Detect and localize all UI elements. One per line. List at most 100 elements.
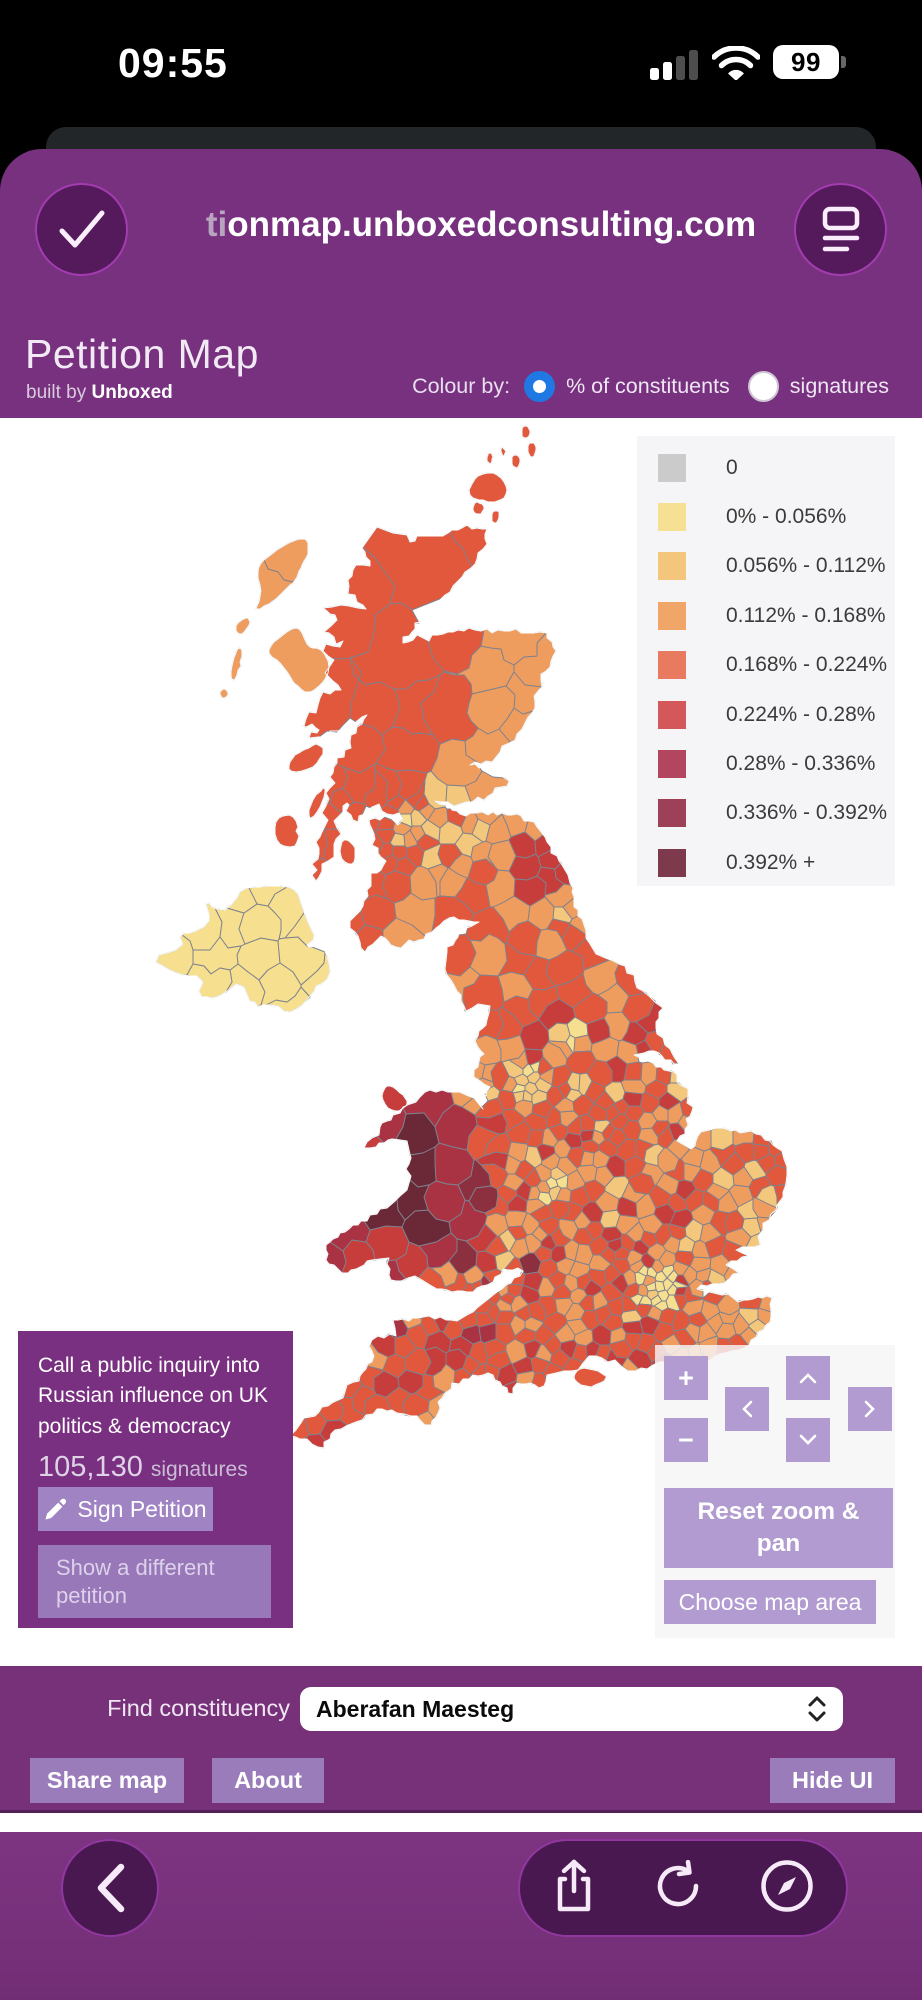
constituency[interactable] (268, 627, 330, 693)
constituency[interactable] (508, 831, 537, 859)
constituency[interactable] (635, 1138, 655, 1162)
constituency[interactable] (524, 1048, 544, 1066)
constituency[interactable] (748, 1175, 772, 1199)
constituency[interactable] (642, 1274, 657, 1287)
sign-petition-button[interactable]: Sign Petition (38, 1487, 213, 1531)
constituency[interactable] (374, 762, 402, 803)
constituency[interactable] (675, 1179, 697, 1201)
constituency[interactable] (434, 1103, 478, 1151)
constituency[interactable] (559, 1339, 578, 1359)
constituency[interactable] (662, 1277, 674, 1292)
constituency[interactable] (658, 1091, 682, 1111)
constituency[interactable] (688, 1311, 708, 1328)
constituency[interactable] (709, 1143, 736, 1168)
constituency[interactable] (518, 1252, 542, 1275)
constituency[interactable] (573, 1367, 607, 1388)
about-button[interactable]: About (212, 1758, 324, 1803)
constituency[interactable] (507, 1225, 528, 1241)
constituency[interactable] (475, 1112, 508, 1135)
reader-view-button[interactable] (794, 183, 887, 276)
constituency[interactable] (513, 875, 547, 907)
constituency[interactable] (607, 1237, 623, 1253)
radio-signatures[interactable] (747, 371, 779, 402)
constituency[interactable] (738, 1296, 763, 1310)
constituency[interactable] (527, 896, 555, 931)
pan-up-button[interactable] (786, 1356, 830, 1400)
constituency[interactable] (382, 870, 412, 904)
constituency[interactable] (490, 1060, 510, 1092)
constituency[interactable] (674, 1250, 695, 1267)
constituency[interactable] (515, 1180, 532, 1202)
constituency[interactable] (718, 1309, 740, 1325)
zoom-in-button[interactable]: + (664, 1356, 708, 1400)
constituency[interactable] (468, 472, 508, 503)
pan-down-button[interactable] (786, 1418, 830, 1462)
constituency[interactable] (405, 779, 426, 809)
constituency[interactable] (506, 920, 542, 957)
constituency[interactable] (495, 1006, 524, 1041)
constituency[interactable] (155, 934, 194, 976)
constituency[interactable] (556, 1156, 578, 1176)
constituency[interactable] (524, 1112, 548, 1131)
unboxed-link[interactable]: Unboxed (91, 382, 173, 403)
constituency[interactable] (610, 1273, 629, 1295)
constituency[interactable] (538, 998, 576, 1031)
pan-left-button[interactable] (725, 1387, 769, 1431)
constituency[interactable] (635, 1303, 653, 1319)
constituency[interactable] (468, 1185, 499, 1214)
back-button[interactable] (61, 1839, 159, 1937)
constituency[interactable] (478, 1322, 497, 1344)
constituency[interactable] (527, 985, 560, 1020)
constituency[interactable] (640, 1252, 656, 1269)
pan-right-button[interactable] (848, 1387, 892, 1431)
reload-button[interactable] (652, 1859, 704, 1917)
constituency[interactable] (391, 674, 441, 736)
constituency[interactable] (586, 1017, 611, 1045)
constituency[interactable] (674, 1274, 690, 1287)
constituency[interactable] (258, 962, 302, 1006)
show-different-petition-button[interactable]: Show a different petition (38, 1545, 271, 1618)
constituency[interactable] (538, 1216, 560, 1236)
address-bar[interactable]: tionmap.unboxedconsulting.com (205, 205, 757, 244)
constituency[interactable] (583, 1179, 606, 1203)
reset-zoom-pan-button[interactable]: Reset zoom & pan (664, 1488, 893, 1568)
constituency[interactable] (555, 973, 594, 1009)
constituency[interactable] (579, 1129, 595, 1143)
constituency[interactable] (669, 1208, 694, 1229)
constituency[interactable] (448, 1238, 478, 1275)
constituency[interactable] (413, 793, 430, 812)
constituency[interactable] (499, 1292, 516, 1306)
constituency[interactable] (339, 839, 356, 865)
constituency[interactable] (616, 1196, 638, 1218)
constituency[interactable] (288, 743, 324, 773)
constituency[interactable] (423, 1330, 452, 1354)
constituency[interactable] (614, 1246, 631, 1260)
constituency[interactable] (637, 1283, 649, 1297)
constituency[interactable] (536, 1143, 556, 1162)
constituency[interactable] (437, 843, 463, 869)
constituency[interactable] (560, 1200, 584, 1222)
constituency[interactable] (622, 1091, 644, 1107)
constituency[interactable] (702, 1190, 720, 1213)
page-actions-button[interactable] (35, 183, 128, 276)
constituency[interactable] (752, 1132, 772, 1147)
choose-map-area-button[interactable]: Choose map area (664, 1580, 876, 1624)
constituency[interactable] (397, 1369, 424, 1395)
constituency[interactable] (584, 1080, 606, 1104)
constituency[interactable] (580, 1309, 600, 1331)
constituency[interactable] (454, 877, 491, 915)
share-button[interactable] (552, 1859, 596, 1918)
constituency[interactable] (565, 1050, 597, 1075)
constituency[interactable] (591, 1324, 612, 1346)
constituency[interactable] (605, 1154, 626, 1178)
constituency[interactable] (621, 1320, 644, 1335)
constituency[interactable] (537, 1295, 558, 1318)
constituency-select[interactable]: Aberafan Maesteg (300, 1687, 843, 1731)
hide-ui-button[interactable]: Hide UI (770, 1758, 895, 1803)
zoom-out-button[interactable]: − (664, 1418, 708, 1462)
constituency[interactable] (752, 1197, 778, 1219)
constituency[interactable] (522, 1271, 544, 1292)
constituency[interactable] (724, 1209, 745, 1234)
constituency[interactable] (514, 1159, 536, 1181)
constituency[interactable] (608, 1127, 628, 1148)
